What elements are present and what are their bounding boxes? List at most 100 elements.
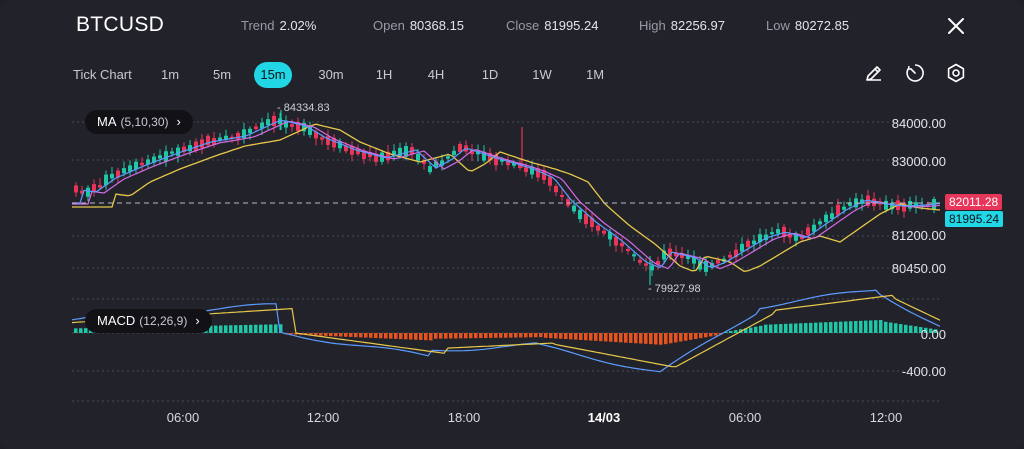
macd-bar: [394, 333, 398, 339]
candle: [692, 250, 696, 270]
candle: [164, 145, 168, 167]
macd-bar: [874, 320, 878, 333]
candle-body: [764, 234, 768, 241]
candle-body: [818, 221, 822, 225]
price-chart[interactable]: [0, 96, 1024, 436]
candle: [728, 251, 732, 263]
candle-body: [164, 151, 168, 162]
macd-bar: [919, 327, 923, 333]
candle-body: [314, 131, 318, 139]
ma-indicator-pill[interactable]: MA (5,10,30) ›: [85, 110, 193, 134]
candle-body: [266, 119, 270, 125]
macd-indicator-pill[interactable]: MACD (12,26,9) ›: [85, 309, 212, 333]
candlesticks: [74, 110, 936, 285]
candle: [254, 122, 258, 132]
macd-bar: [249, 324, 253, 333]
candle-body: [206, 135, 210, 146]
prev-price-tag: 82011.28: [945, 194, 1003, 210]
candle: [434, 158, 438, 169]
candle: [146, 154, 150, 169]
tab-30m[interactable]: 30m: [318, 67, 344, 82]
tab-tick-chart[interactable]: Tick Chart: [73, 67, 132, 82]
candle-body: [806, 227, 810, 236]
tab-1w[interactable]: 1W: [532, 67, 552, 82]
macd-bar: [649, 333, 653, 345]
candle: [770, 226, 774, 242]
timer-icon[interactable]: [904, 62, 926, 84]
candle-body: [578, 209, 582, 220]
close-icon[interactable]: [944, 14, 968, 38]
tab-4h[interactable]: 4H: [427, 67, 445, 82]
tab-15m[interactable]: 15m: [254, 62, 292, 88]
candle-body: [362, 150, 366, 160]
tab-1d[interactable]: 1D: [481, 67, 499, 82]
candle-body: [662, 250, 666, 260]
candle-body: [80, 190, 84, 194]
y-label-84000: 84000.00: [891, 116, 946, 131]
candle: [284, 115, 288, 134]
candle: [506, 156, 510, 170]
macd-bar: [824, 322, 828, 333]
macd-bar: [624, 333, 628, 343]
candle: [266, 112, 270, 131]
macd-bar: [769, 324, 773, 333]
candle: [596, 223, 600, 235]
candle: [200, 134, 204, 155]
macd-bar: [209, 325, 213, 333]
candle-body: [338, 141, 342, 149]
candle-body: [248, 128, 252, 134]
macd-bar: [474, 333, 478, 339]
close-stat: Close 81995.24: [506, 18, 599, 33]
macd-bar: [734, 330, 738, 333]
macd-bar: [414, 333, 418, 340]
macd-bar: [234, 325, 238, 333]
macd-bar: [374, 333, 378, 339]
macd-bar: [479, 333, 483, 339]
tab-1m[interactable]: 1m: [160, 67, 180, 82]
macd-bar: [744, 328, 748, 333]
candle-body: [440, 160, 444, 166]
candle-body: [848, 202, 852, 206]
tab-5m[interactable]: 5m: [212, 67, 232, 82]
x-label-1800: 18:00: [447, 410, 481, 425]
low-stat: Low 80272.85: [766, 18, 850, 33]
candle: [758, 228, 762, 249]
candle: [74, 182, 78, 197]
macd-bar: [269, 324, 273, 333]
macd-bar: [334, 333, 338, 337]
candle-body: [506, 160, 510, 166]
macd-bar: [854, 321, 858, 333]
high-stat: High 82256.97: [639, 18, 725, 33]
candle-body: [638, 259, 642, 263]
tab-1mo[interactable]: 1M: [585, 67, 605, 82]
macd-bar: [764, 324, 768, 333]
macd-bar: [884, 321, 888, 333]
candle-body: [620, 243, 624, 247]
macd-bar: [689, 333, 693, 340]
macd-bar: [654, 333, 658, 345]
candle-body: [698, 260, 702, 270]
candle-body: [716, 260, 720, 264]
last-price-tag: 81995.24: [945, 211, 1004, 227]
settings-icon[interactable]: [945, 62, 967, 84]
macd-bar: [779, 324, 783, 333]
candle-body: [74, 185, 78, 193]
candle: [626, 246, 630, 255]
candle-body: [590, 217, 594, 228]
candle-body: [452, 150, 456, 155]
candle: [890, 198, 894, 215]
candle: [878, 197, 882, 210]
ma5-line: [72, 119, 941, 269]
candle-body: [236, 132, 240, 140]
candle-body: [428, 166, 432, 173]
indicator-lines: [72, 119, 941, 272]
candle-body: [158, 155, 162, 159]
candle-body: [602, 230, 606, 234]
pencil-icon[interactable]: [863, 62, 885, 84]
candle: [734, 242, 738, 262]
macd-bar: [539, 333, 543, 338]
candle: [590, 211, 594, 232]
macd-bar: [559, 333, 563, 339]
tab-1h[interactable]: 1H: [375, 67, 393, 82]
